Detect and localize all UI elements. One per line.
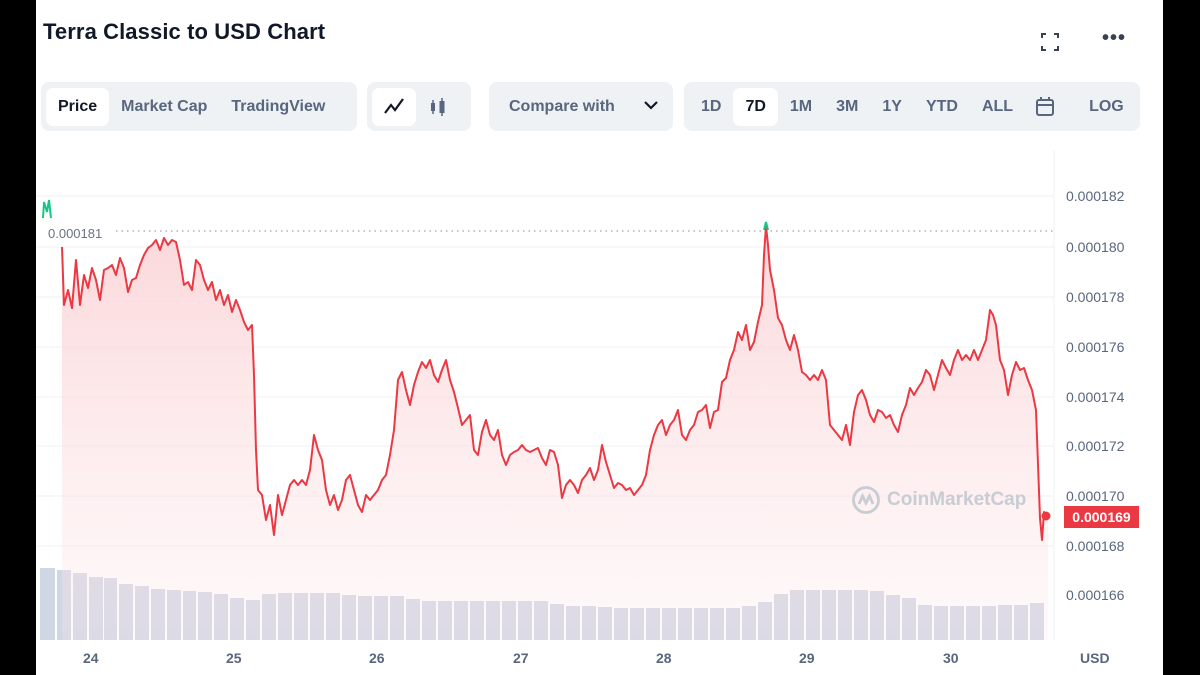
calendar-button[interactable] bbox=[1025, 88, 1065, 126]
page-title: Terra Classic to USD Chart bbox=[43, 19, 326, 44]
tab-market-cap[interactable]: Market Cap bbox=[121, 97, 208, 115]
watermark: CoinMarketCap bbox=[851, 485, 1026, 515]
high-marker bbox=[763, 221, 769, 231]
chart-canvas bbox=[36, 150, 1055, 640]
range-1d[interactable]: 1D bbox=[701, 97, 722, 115]
view-tabs: Price Market Cap TradingView bbox=[41, 82, 357, 131]
x-tick: 26 bbox=[369, 650, 385, 666]
range-ytd[interactable]: YTD bbox=[925, 97, 958, 115]
x-tick: 25 bbox=[226, 650, 242, 666]
log-toggle[interactable]: LOG bbox=[1089, 97, 1124, 115]
range-3m[interactable]: 3M bbox=[836, 97, 859, 115]
range-all[interactable]: ALL bbox=[981, 97, 1014, 115]
tab-tradingview[interactable]: TradingView bbox=[231, 97, 326, 115]
y-tick: 0.000170 bbox=[1066, 488, 1125, 504]
tab-price[interactable]: Price bbox=[46, 87, 110, 126]
x-tick: 27 bbox=[513, 650, 529, 666]
line-chart-button[interactable] bbox=[372, 87, 416, 126]
range-selector: 1D 7D 1M 3M 1Y YTD ALL LOG bbox=[684, 82, 1140, 131]
candlestick-icon bbox=[431, 97, 445, 116]
range-1y[interactable]: 1Y bbox=[882, 97, 902, 115]
y-tick: 0.000182 bbox=[1066, 188, 1125, 204]
high-price-label: 0.000181 bbox=[48, 226, 103, 241]
current-price-tag: 0.000169 bbox=[1064, 506, 1139, 528]
range-7d[interactable]: 7D bbox=[733, 87, 778, 126]
watermark-text: CoinMarketCap bbox=[887, 489, 1027, 510]
y-tick: 0.000176 bbox=[1066, 339, 1125, 355]
x-tick: 29 bbox=[799, 650, 815, 666]
chevron-down-icon bbox=[644, 101, 658, 110]
x-tick: 28 bbox=[656, 650, 672, 666]
calendar-icon bbox=[1036, 96, 1055, 116]
x-tick: 30 bbox=[943, 650, 959, 666]
line-chart-icon bbox=[384, 97, 404, 114]
fullscreen-icon[interactable] bbox=[1040, 32, 1060, 52]
high-legend-icon bbox=[42, 199, 52, 219]
price-area bbox=[62, 226, 1048, 640]
y-tick: 0.000166 bbox=[1066, 587, 1125, 603]
price-chart[interactable]: 0.000181 CoinMarketCap 0.000182 0.000180… bbox=[36, 150, 1163, 675]
y-tick: 0.000172 bbox=[1066, 438, 1125, 454]
candlestick-button[interactable] bbox=[416, 88, 460, 126]
y-tick: 0.000180 bbox=[1066, 239, 1125, 255]
y-tick: 0.000178 bbox=[1066, 289, 1125, 305]
chart-panel: Terra Classic to USD Chart ••• Price Mar… bbox=[36, 0, 1163, 675]
compare-label: Compare with bbox=[509, 97, 615, 115]
current-price-dot bbox=[1041, 511, 1051, 521]
more-icon[interactable]: ••• bbox=[1102, 27, 1127, 49]
y-tick: 0.000168 bbox=[1066, 538, 1125, 554]
y-tick: 0.000174 bbox=[1066, 389, 1125, 405]
chart-type-toggle bbox=[367, 82, 471, 131]
price-line bbox=[61, 225, 1049, 541]
compare-dropdown[interactable]: Compare with bbox=[489, 82, 673, 131]
x-tick: 24 bbox=[83, 650, 99, 666]
currency-label: USD bbox=[1080, 650, 1110, 666]
range-1m[interactable]: 1M bbox=[789, 97, 813, 115]
coinmarketcap-logo-icon bbox=[852, 486, 880, 514]
